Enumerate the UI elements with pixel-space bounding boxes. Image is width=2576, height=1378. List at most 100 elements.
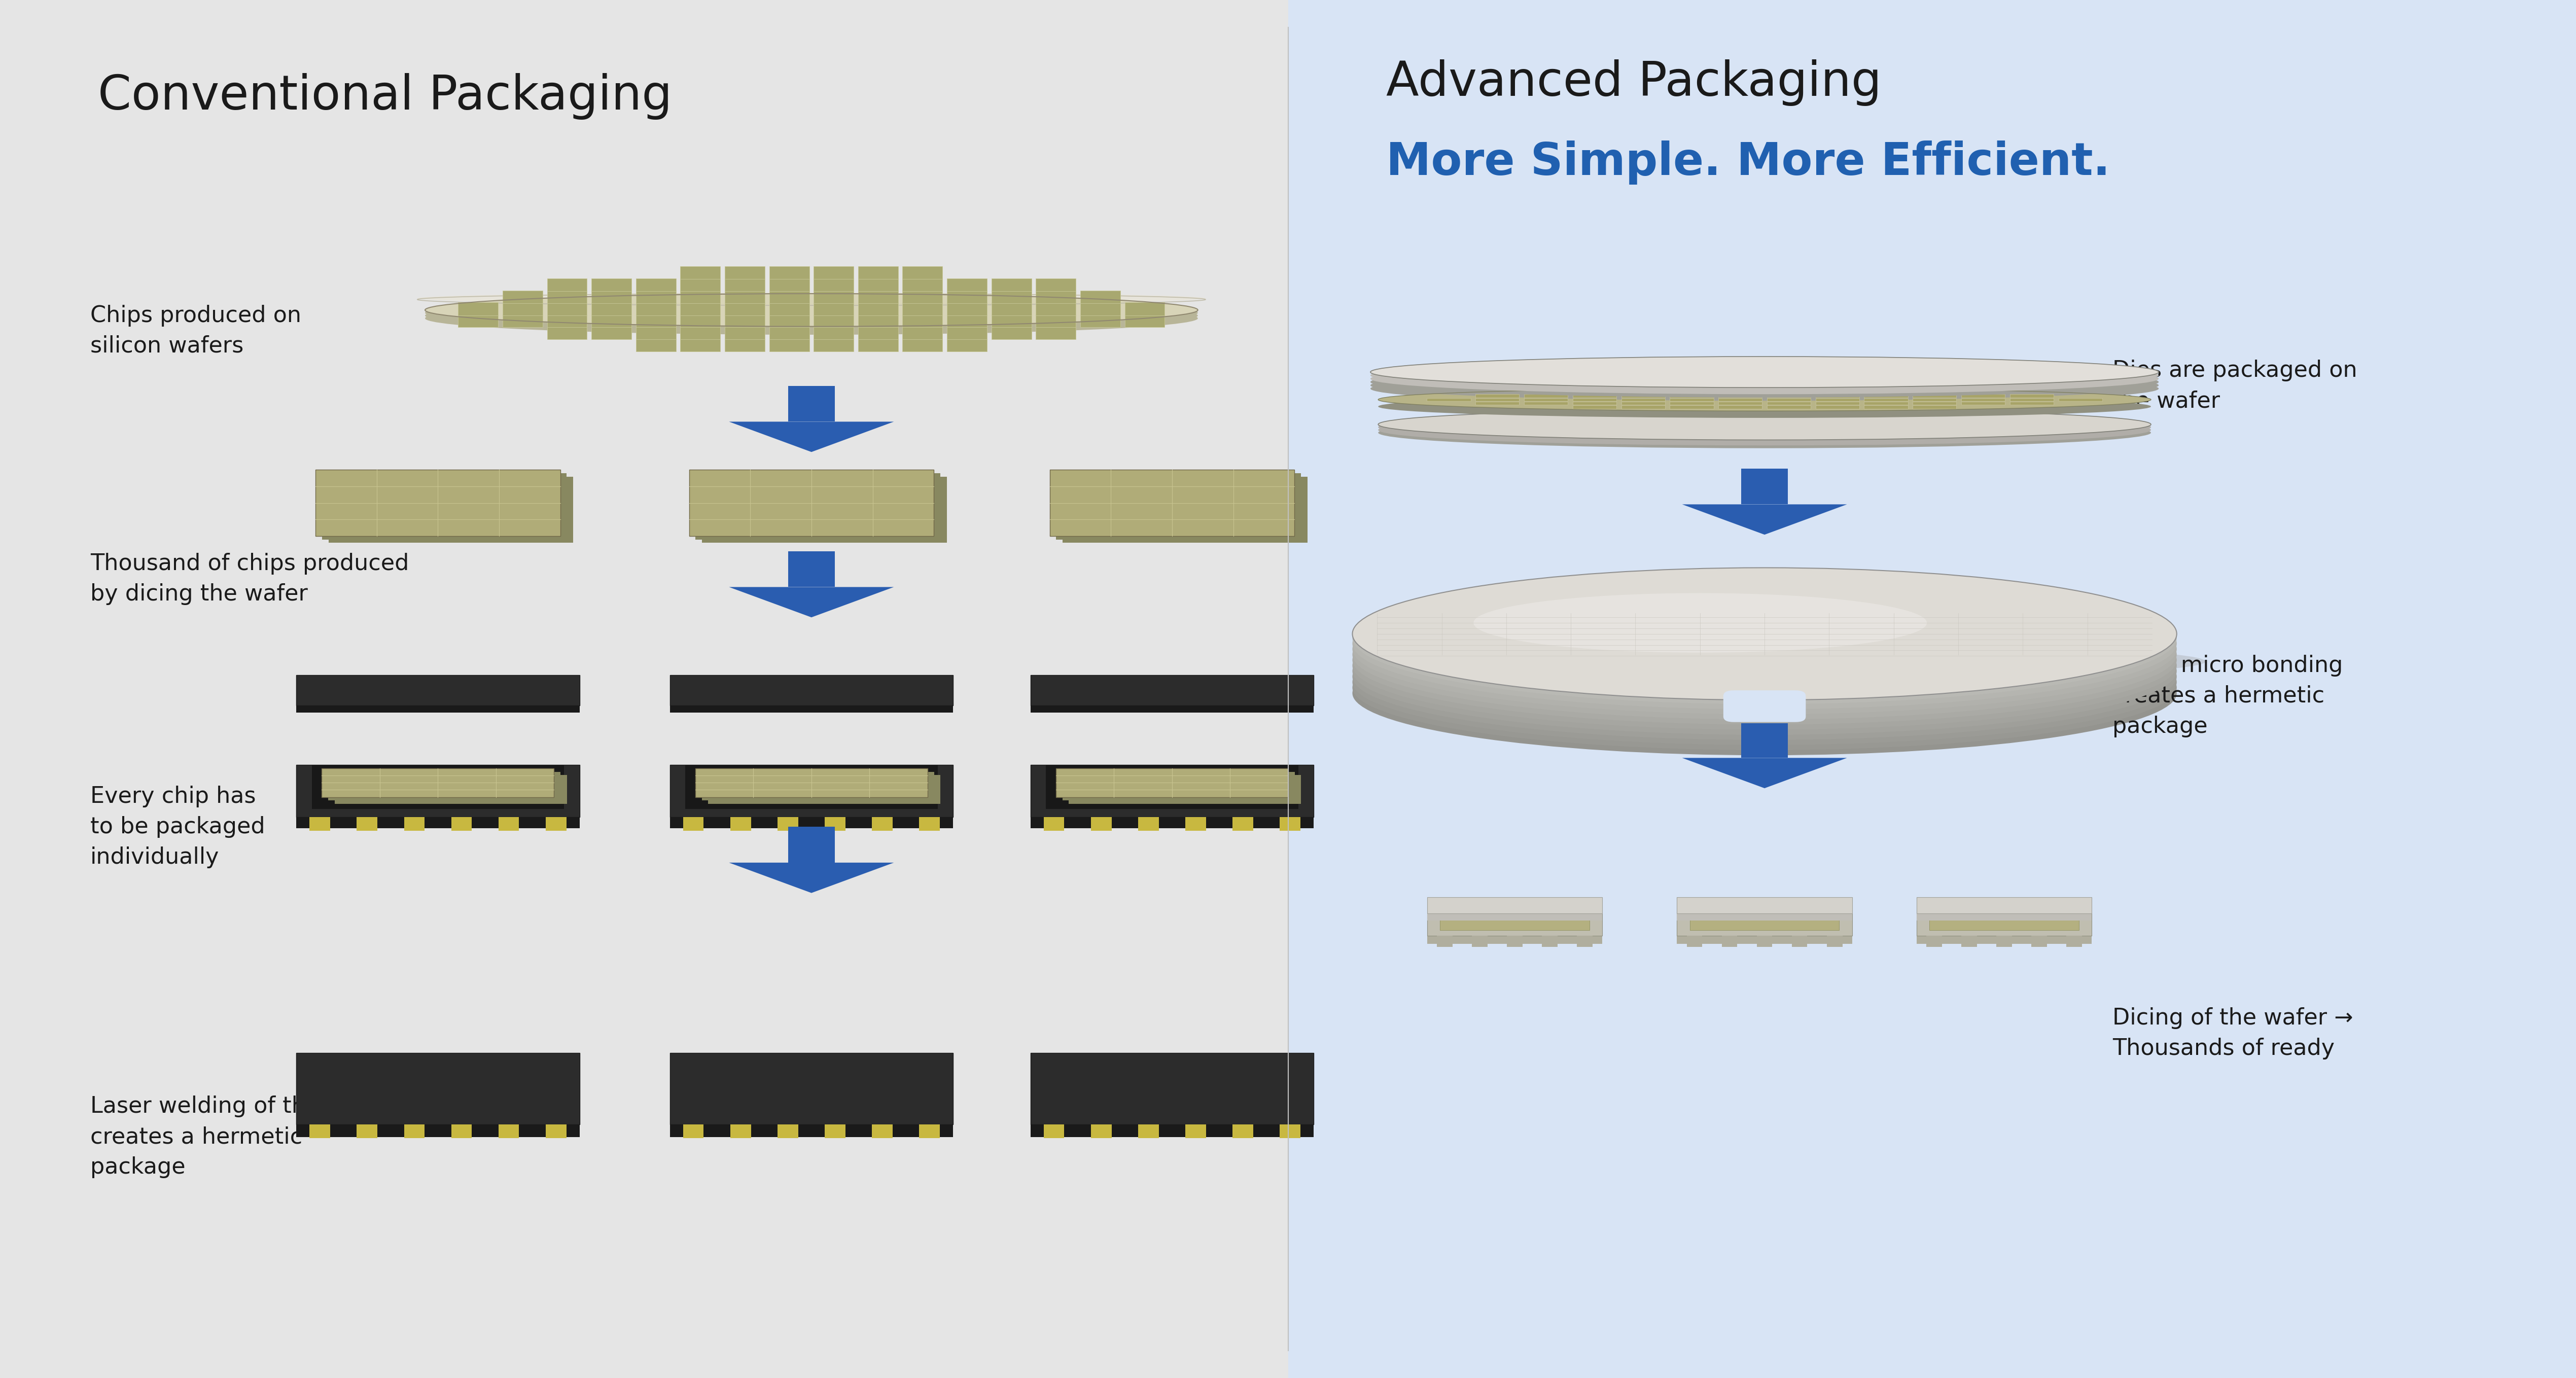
FancyBboxPatch shape <box>1476 394 1520 397</box>
Ellipse shape <box>1473 593 1927 653</box>
FancyBboxPatch shape <box>1577 936 1592 947</box>
Ellipse shape <box>1370 373 2159 404</box>
FancyBboxPatch shape <box>814 266 853 280</box>
FancyBboxPatch shape <box>1767 402 1811 405</box>
FancyBboxPatch shape <box>724 278 765 291</box>
Text: Advanced Packaging: Advanced Packaging <box>1386 59 1880 106</box>
FancyBboxPatch shape <box>690 470 935 536</box>
FancyBboxPatch shape <box>732 817 752 831</box>
FancyBboxPatch shape <box>1718 398 1762 401</box>
FancyBboxPatch shape <box>1677 904 1852 921</box>
FancyBboxPatch shape <box>1036 291 1077 303</box>
Ellipse shape <box>1378 409 2151 440</box>
FancyBboxPatch shape <box>1030 675 1314 706</box>
FancyBboxPatch shape <box>546 1124 567 1138</box>
FancyBboxPatch shape <box>724 303 765 316</box>
FancyBboxPatch shape <box>724 314 765 328</box>
FancyBboxPatch shape <box>1574 390 1615 394</box>
FancyBboxPatch shape <box>296 1065 580 1137</box>
FancyBboxPatch shape <box>636 314 675 328</box>
FancyBboxPatch shape <box>1427 897 1602 914</box>
FancyBboxPatch shape <box>312 765 564 809</box>
FancyBboxPatch shape <box>690 470 935 536</box>
FancyBboxPatch shape <box>858 314 899 328</box>
FancyBboxPatch shape <box>778 817 799 831</box>
Ellipse shape <box>1378 412 2151 442</box>
FancyBboxPatch shape <box>1669 405 1713 409</box>
FancyBboxPatch shape <box>992 303 1030 316</box>
FancyBboxPatch shape <box>1917 897 2092 914</box>
FancyBboxPatch shape <box>1816 398 1860 401</box>
Ellipse shape <box>1352 626 2177 750</box>
FancyBboxPatch shape <box>296 776 580 828</box>
FancyBboxPatch shape <box>546 278 587 291</box>
FancyBboxPatch shape <box>670 769 953 821</box>
FancyBboxPatch shape <box>636 339 675 351</box>
FancyBboxPatch shape <box>902 278 943 291</box>
FancyBboxPatch shape <box>1718 402 1762 405</box>
FancyBboxPatch shape <box>1917 914 2092 936</box>
FancyBboxPatch shape <box>948 291 987 303</box>
Polygon shape <box>1682 504 1847 535</box>
FancyBboxPatch shape <box>1927 936 1942 947</box>
FancyBboxPatch shape <box>1767 394 1811 397</box>
FancyBboxPatch shape <box>1126 314 1164 328</box>
FancyBboxPatch shape <box>948 303 987 316</box>
FancyBboxPatch shape <box>1690 916 1839 930</box>
Ellipse shape <box>1370 360 2159 391</box>
FancyBboxPatch shape <box>770 291 809 303</box>
FancyBboxPatch shape <box>1865 390 1909 394</box>
Polygon shape <box>1682 758 1847 788</box>
FancyBboxPatch shape <box>1741 723 1788 758</box>
Ellipse shape <box>425 294 1198 327</box>
FancyBboxPatch shape <box>1826 936 1842 947</box>
FancyBboxPatch shape <box>858 303 899 316</box>
FancyBboxPatch shape <box>770 339 809 351</box>
FancyBboxPatch shape <box>670 1053 953 1124</box>
Ellipse shape <box>1378 418 2151 448</box>
FancyBboxPatch shape <box>322 769 554 796</box>
FancyBboxPatch shape <box>1677 914 1852 936</box>
FancyBboxPatch shape <box>296 675 580 706</box>
Ellipse shape <box>1352 595 2177 725</box>
FancyBboxPatch shape <box>296 682 580 712</box>
Text: Conventional Packaging: Conventional Packaging <box>98 73 672 120</box>
FancyBboxPatch shape <box>992 291 1030 303</box>
Text: Dies are packaged on
the wafer: Dies are packaged on the wafer <box>2112 360 2357 412</box>
Text: Dicing of the wafer →
Thousands of ready: Dicing of the wafer → Thousands of ready <box>2112 1007 2352 1060</box>
FancyBboxPatch shape <box>1574 402 1615 405</box>
FancyBboxPatch shape <box>1231 817 1252 831</box>
FancyBboxPatch shape <box>1914 405 1955 409</box>
FancyBboxPatch shape <box>1056 473 1301 539</box>
FancyBboxPatch shape <box>314 470 562 536</box>
FancyBboxPatch shape <box>1043 817 1064 831</box>
FancyBboxPatch shape <box>592 278 631 291</box>
Polygon shape <box>729 587 894 617</box>
FancyBboxPatch shape <box>1677 897 1852 914</box>
FancyBboxPatch shape <box>1669 402 1713 405</box>
FancyBboxPatch shape <box>1056 769 1288 796</box>
Ellipse shape <box>1352 608 2177 734</box>
FancyBboxPatch shape <box>1914 398 1955 401</box>
FancyBboxPatch shape <box>670 1062 953 1134</box>
FancyBboxPatch shape <box>636 291 675 303</box>
FancyBboxPatch shape <box>814 291 853 303</box>
FancyBboxPatch shape <box>1030 1062 1314 1134</box>
FancyBboxPatch shape <box>1043 1124 1064 1138</box>
FancyBboxPatch shape <box>948 339 987 351</box>
FancyBboxPatch shape <box>1723 690 1806 722</box>
FancyBboxPatch shape <box>1427 901 1602 918</box>
FancyBboxPatch shape <box>330 477 572 543</box>
FancyBboxPatch shape <box>451 817 471 831</box>
FancyBboxPatch shape <box>1079 291 1121 303</box>
FancyBboxPatch shape <box>858 291 899 303</box>
FancyBboxPatch shape <box>296 1062 580 1134</box>
FancyBboxPatch shape <box>0 0 1288 1378</box>
FancyBboxPatch shape <box>1090 1124 1110 1138</box>
FancyBboxPatch shape <box>1816 390 1860 394</box>
FancyBboxPatch shape <box>670 765 953 817</box>
FancyBboxPatch shape <box>451 1124 471 1138</box>
FancyBboxPatch shape <box>1440 916 1589 930</box>
FancyBboxPatch shape <box>2066 936 2081 947</box>
FancyBboxPatch shape <box>670 1056 953 1127</box>
